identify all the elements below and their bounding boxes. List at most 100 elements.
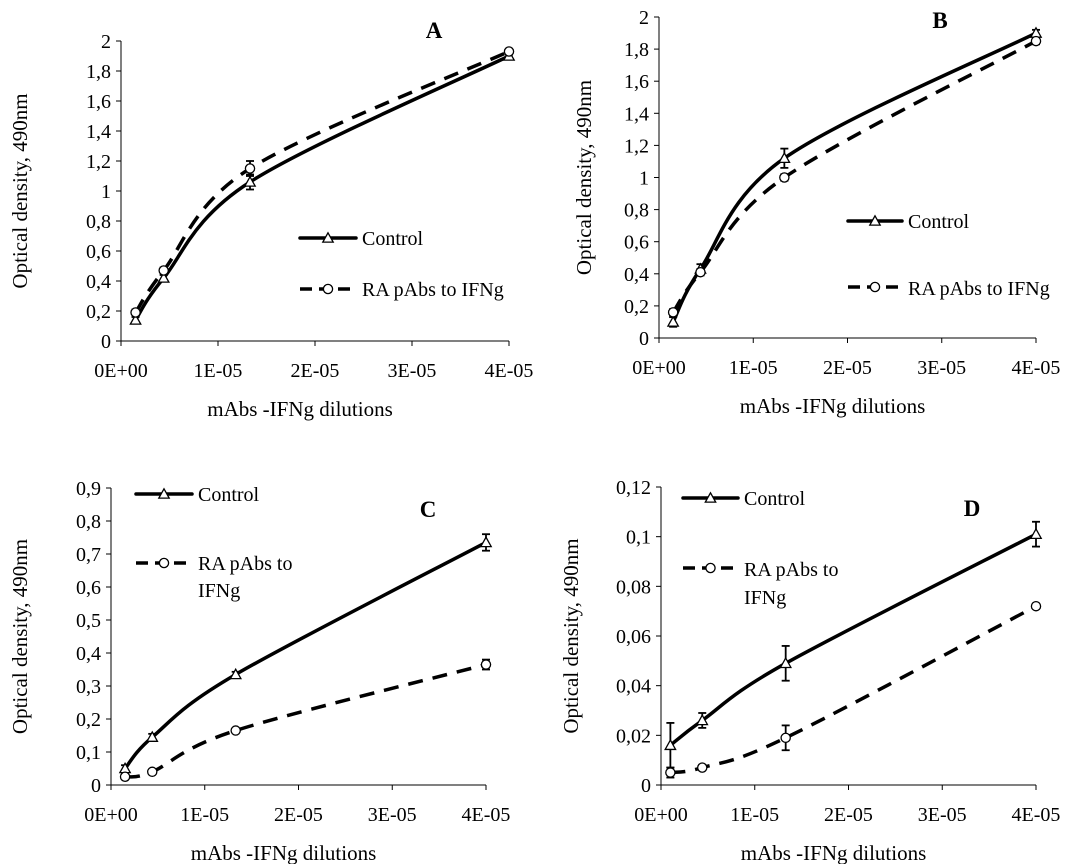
y-tick-label: 0,6 (624, 232, 649, 254)
y-tick-label: 1,2 (86, 151, 111, 173)
legend-marker-circle (322, 283, 334, 295)
x-axis-title: mAbs -IFNg dilutions (741, 841, 927, 864)
panel-label: A (426, 18, 443, 43)
data-point-triangle (1029, 527, 1043, 539)
x-tick-label: 4E-05 (1012, 357, 1061, 379)
legend-marker-triangle (157, 487, 171, 499)
panel-label: B (932, 8, 947, 33)
legend-label: RA pAbs to IFNg (362, 279, 504, 301)
x-tick-label: 2E-05 (823, 357, 872, 379)
y-tick-label: 2 (639, 7, 649, 29)
x-tick-label: 3E-05 (368, 804, 417, 826)
x-tick-label: 4E-05 (1012, 804, 1061, 826)
legend-label: RA pAbs to IFNg (908, 278, 1050, 300)
data-point-triangle (129, 313, 142, 325)
series-line (670, 604, 1037, 775)
data-point-circle (1030, 600, 1042, 612)
legend-marker-circle (158, 557, 170, 569)
legend-label: Control (198, 484, 260, 506)
x-tick-label: 0E+00 (634, 804, 688, 826)
y-tick-label: 1,6 (86, 91, 111, 113)
data-point-triangle (229, 667, 242, 680)
x-axis-title: mAbs -IFNg dilutions (207, 397, 393, 421)
legend: Control RA pAbs to IFNg (298, 228, 504, 301)
y-tick-label: 0,2 (624, 296, 649, 318)
y-tick-label: 1 (101, 181, 111, 203)
data-point-triangle (779, 656, 792, 669)
y-tick-label: 0 (91, 775, 101, 797)
y-tick-label: 0,2 (76, 709, 101, 731)
legend-label: Control (362, 228, 424, 250)
y-tick-label: 1,8 (624, 39, 649, 61)
data-point-circle (1030, 35, 1042, 47)
y-tick-label: 0,3 (76, 676, 101, 698)
data-point-circle (119, 771, 131, 783)
y-tick-label: 0,5 (76, 610, 101, 632)
y-tick-label: 0,8 (86, 211, 111, 233)
series-ra-pabs (667, 35, 1042, 318)
y-tick-label: 0,4 (76, 643, 101, 665)
legend-label: RA pAbs to (198, 553, 292, 575)
y-tick-label: 0,04 (616, 676, 651, 698)
series-ra-pabs (130, 46, 515, 318)
legend-marker-circle (705, 562, 716, 574)
data-point-triangle (664, 738, 677, 751)
x-tick-label: 3E-05 (917, 357, 966, 379)
x-tick-label: 3E-05 (388, 360, 437, 382)
y-tick-label: 1 (639, 168, 649, 190)
chart-panel-a: 0 0,2 0,4 0,6 0,8 1 1,2 1,4 1,6 1,8 2 0E+00 1E-05 2E-… (8, 18, 533, 421)
y-tick-label: 1,6 (624, 71, 649, 93)
x-tick-label: 2E-05 (274, 804, 323, 826)
y-tick-label: 0,06 (616, 626, 651, 648)
x-tick-label: 2E-05 (291, 360, 340, 382)
panel-label: D (964, 496, 981, 521)
legend-label: IFNg (198, 580, 240, 602)
y-axis-title: Optical density, 490nm (572, 80, 596, 275)
y-tick-label: 1,4 (624, 103, 649, 125)
series-line (133, 54, 511, 322)
x-tick-label: 0E+00 (84, 804, 138, 826)
data-point-circle (697, 762, 708, 773)
y-tick-label: 0,6 (86, 241, 111, 263)
y-tick-label: 0,6 (76, 577, 101, 599)
data-point-triangle (695, 713, 709, 726)
y-tick-label: 0,9 (76, 478, 101, 500)
y-tick-label: 0,4 (86, 271, 111, 293)
series-ra-pabs (665, 600, 1042, 779)
series-control (664, 520, 1043, 769)
y-tick-label: 0,8 (624, 200, 649, 222)
y-tick-label: 1,2 (624, 135, 649, 157)
legend-marker-circle (869, 281, 881, 293)
y-tick-label: 0 (639, 328, 649, 350)
legend: Control RA pAbs to IFNg (681, 488, 838, 609)
series-line (671, 39, 1037, 314)
y-tick-label: 0,08 (616, 576, 651, 598)
data-point-triangle (243, 175, 257, 187)
legend-label: IFNg (744, 587, 786, 609)
x-tick-label: 1E-05 (729, 357, 778, 379)
x-tick-label: 2E-05 (824, 804, 873, 826)
y-tick-label: 0 (101, 331, 111, 353)
data-point-triangle (666, 315, 680, 327)
series-line (134, 49, 510, 314)
data-point-circle (146, 766, 158, 778)
y-tick-label: 0,1 (76, 742, 101, 764)
y-tick-label: 0,12 (616, 477, 651, 499)
y-tick-label: 2 (101, 31, 111, 53)
x-tick-label: 3E-05 (918, 804, 967, 826)
data-point-triangle (778, 151, 791, 164)
data-point-circle (667, 307, 679, 318)
data-point-circle (779, 172, 790, 183)
legend-label: Control (744, 488, 806, 510)
y-tick-label: 0,2 (86, 301, 111, 323)
data-point-circle (665, 767, 676, 778)
legend-label: Control (908, 211, 970, 233)
y-tick-label: 0,02 (616, 725, 651, 747)
legend-label: RA pAbs to (744, 559, 838, 581)
legend: Control RA pAbs to IFNg (134, 484, 292, 602)
series-line (123, 540, 488, 771)
y-tick-label: 0,4 (624, 264, 649, 286)
x-tick-label: 0E+00 (632, 357, 686, 379)
y-axis-title: Optical density, 490nm (559, 538, 583, 733)
